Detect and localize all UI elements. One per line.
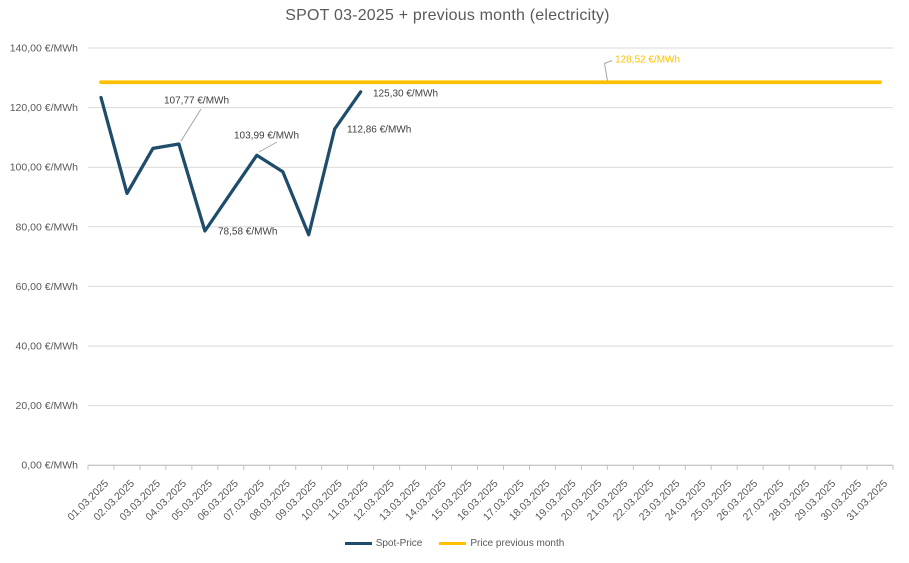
legend-item-price-previous-month[interactable]: Price previous month <box>439 538 564 549</box>
spot-price-line-swatch <box>344 541 372 545</box>
data-label: 103,99 €/MWh <box>234 131 299 142</box>
y-axis-tick-label: 0,00 €/MWh <box>21 460 78 472</box>
annotation-leader-line <box>258 141 278 153</box>
y-axis-tick-label: 140,00 €/MWh <box>10 43 78 55</box>
data-label: 125,30 €/MWh <box>373 89 438 100</box>
legend: Spot-Price Price previous month <box>0 535 909 551</box>
data-label: 107,77 €/MWh <box>164 96 229 107</box>
y-axis-tick-label: 20,00 €/MWh <box>16 400 79 412</box>
legend-label-price-previous-month: Price previous month <box>470 537 565 549</box>
data-label: 128,52 €/MWh <box>615 55 680 66</box>
annotation-leader-line <box>180 108 202 142</box>
y-axis-tick-label: 120,00 €/MWh <box>10 102 78 114</box>
legend-label-spot-price: Spot-Price <box>375 537 423 549</box>
price-previous-month-line-swatch <box>439 541 467 545</box>
data-label: 112,86 €/MWh <box>347 125 411 136</box>
data-label: 78,58 €/MWh <box>218 227 277 238</box>
y-axis-tick-label: 60,00 €/MWh <box>16 281 79 293</box>
chart-title: SPOT 03-2025 + previous month (electrici… <box>285 7 610 24</box>
legend-item-spot-price[interactable]: Spot-Price <box>344 537 423 549</box>
y-axis-tick-label: 80,00 €/MWh <box>16 221 79 233</box>
y-axis-tick-label: 100,00 €/MWh <box>10 162 78 174</box>
annotation-leader-line <box>603 60 613 82</box>
spot-price-line[interactable] <box>99 90 363 237</box>
y-axis-tick-label: 40,00 €/MWh <box>16 341 79 353</box>
